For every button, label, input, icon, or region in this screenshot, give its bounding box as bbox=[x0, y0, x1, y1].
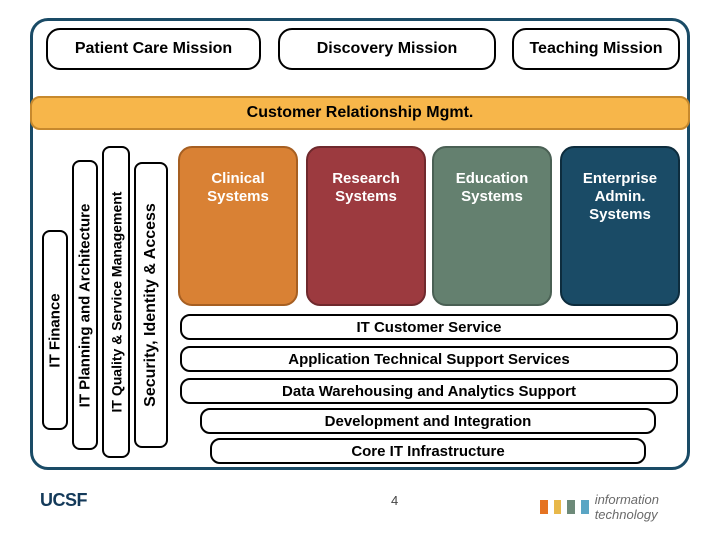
logo-right-square-icon bbox=[540, 500, 548, 514]
service-bar-label: Development and Integration bbox=[325, 413, 532, 430]
pillar-label: IT Quality & Service Management bbox=[108, 192, 124, 413]
logo-left: UCSF bbox=[40, 490, 87, 511]
logo-right-square-icon bbox=[554, 500, 562, 514]
system-box-1: Research Systems bbox=[306, 146, 426, 306]
system-label: Education Systems bbox=[456, 170, 529, 206]
system-label: Enterprise Admin. Systems bbox=[583, 170, 657, 224]
service-bar-label: Core IT Infrastructure bbox=[351, 443, 504, 460]
slide-number: 4 bbox=[391, 493, 398, 508]
pillar-label: IT Finance bbox=[47, 293, 64, 367]
service-bar-2: Data Warehousing and Analytics Support bbox=[180, 378, 678, 404]
service-bar-4: Core IT Infrastructure bbox=[210, 438, 646, 464]
system-box-0: Clinical Systems bbox=[178, 146, 298, 306]
service-bar-0: IT Customer Service bbox=[180, 314, 678, 340]
logo-right-square-icon bbox=[567, 500, 575, 514]
mission-label: Patient Care Mission bbox=[75, 40, 232, 58]
pillar-label: Security, Identity & Access bbox=[142, 203, 160, 407]
mission-label: Discovery Mission bbox=[317, 40, 458, 58]
logo-right-text: information technology bbox=[595, 492, 720, 522]
service-bar-3: Development and Integration bbox=[200, 408, 656, 434]
mission-box-0: Patient Care Mission bbox=[46, 28, 261, 70]
mission-label: Teaching Mission bbox=[529, 40, 662, 58]
service-bar-label: Data Warehousing and Analytics Support bbox=[282, 383, 576, 400]
service-bar-label: IT Customer Service bbox=[356, 319, 501, 336]
pillar-1: IT Planning and Architecture bbox=[72, 160, 98, 450]
system-label: Clinical Systems bbox=[207, 170, 269, 206]
pillar-2: IT Quality & Service Management bbox=[102, 146, 130, 458]
system-box-3: Enterprise Admin. Systems bbox=[560, 146, 680, 306]
crm-label: Customer Relationship Mgmt. bbox=[247, 104, 474, 122]
crm-bar: Customer Relationship Mgmt. bbox=[30, 96, 690, 130]
mission-box-1: Discovery Mission bbox=[278, 28, 496, 70]
logo-right: information technology bbox=[540, 492, 720, 522]
pillar-0: IT Finance bbox=[42, 230, 68, 430]
logo-right-square-icon bbox=[581, 500, 589, 514]
pillar-3: Security, Identity & Access bbox=[134, 162, 168, 448]
mission-box-2: Teaching Mission bbox=[512, 28, 680, 70]
service-bar-label: Application Technical Support Services bbox=[288, 351, 569, 368]
pillar-label: IT Planning and Architecture bbox=[77, 203, 94, 407]
system-label: Research Systems bbox=[332, 170, 400, 206]
system-box-2: Education Systems bbox=[432, 146, 552, 306]
service-bar-1: Application Technical Support Services bbox=[180, 346, 678, 372]
